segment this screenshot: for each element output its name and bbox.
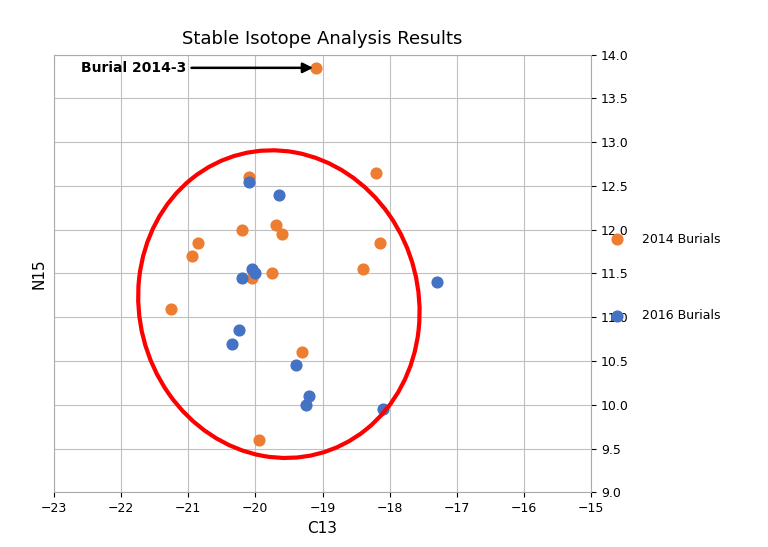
Point (165, 304, 177, 313)
Point (246, 274, 258, 282)
Point (192, 238, 204, 247)
Point (266, 269, 278, 278)
Point (290, 361, 302, 370)
Point (370, 168, 382, 177)
Point (226, 339, 238, 348)
Point (373, 238, 386, 247)
Text: 2016 Burials: 2016 Burials (642, 310, 720, 322)
Title: Stable Isotope Analysis Results: Stable Isotope Analysis Results (182, 30, 463, 48)
Point (357, 265, 369, 274)
Text: Burial 2014-3: Burial 2014-3 (81, 61, 310, 75)
Point (303, 392, 316, 400)
Point (236, 225, 248, 234)
Point (276, 230, 289, 238)
Point (253, 435, 265, 444)
Point (377, 405, 389, 414)
Point (185, 252, 197, 260)
Point (233, 326, 245, 335)
X-axis label: C13: C13 (307, 521, 338, 536)
Point (236, 274, 248, 282)
Point (270, 221, 282, 230)
Point (431, 278, 443, 287)
Point (296, 348, 309, 357)
Y-axis label: N15: N15 (31, 258, 47, 289)
Point (246, 265, 258, 274)
Point (243, 173, 255, 182)
Point (243, 177, 255, 186)
Point (310, 63, 322, 72)
Point (250, 269, 262, 278)
Point (273, 190, 285, 199)
Point (300, 400, 312, 409)
Text: 2014 Burials: 2014 Burials (642, 233, 720, 246)
